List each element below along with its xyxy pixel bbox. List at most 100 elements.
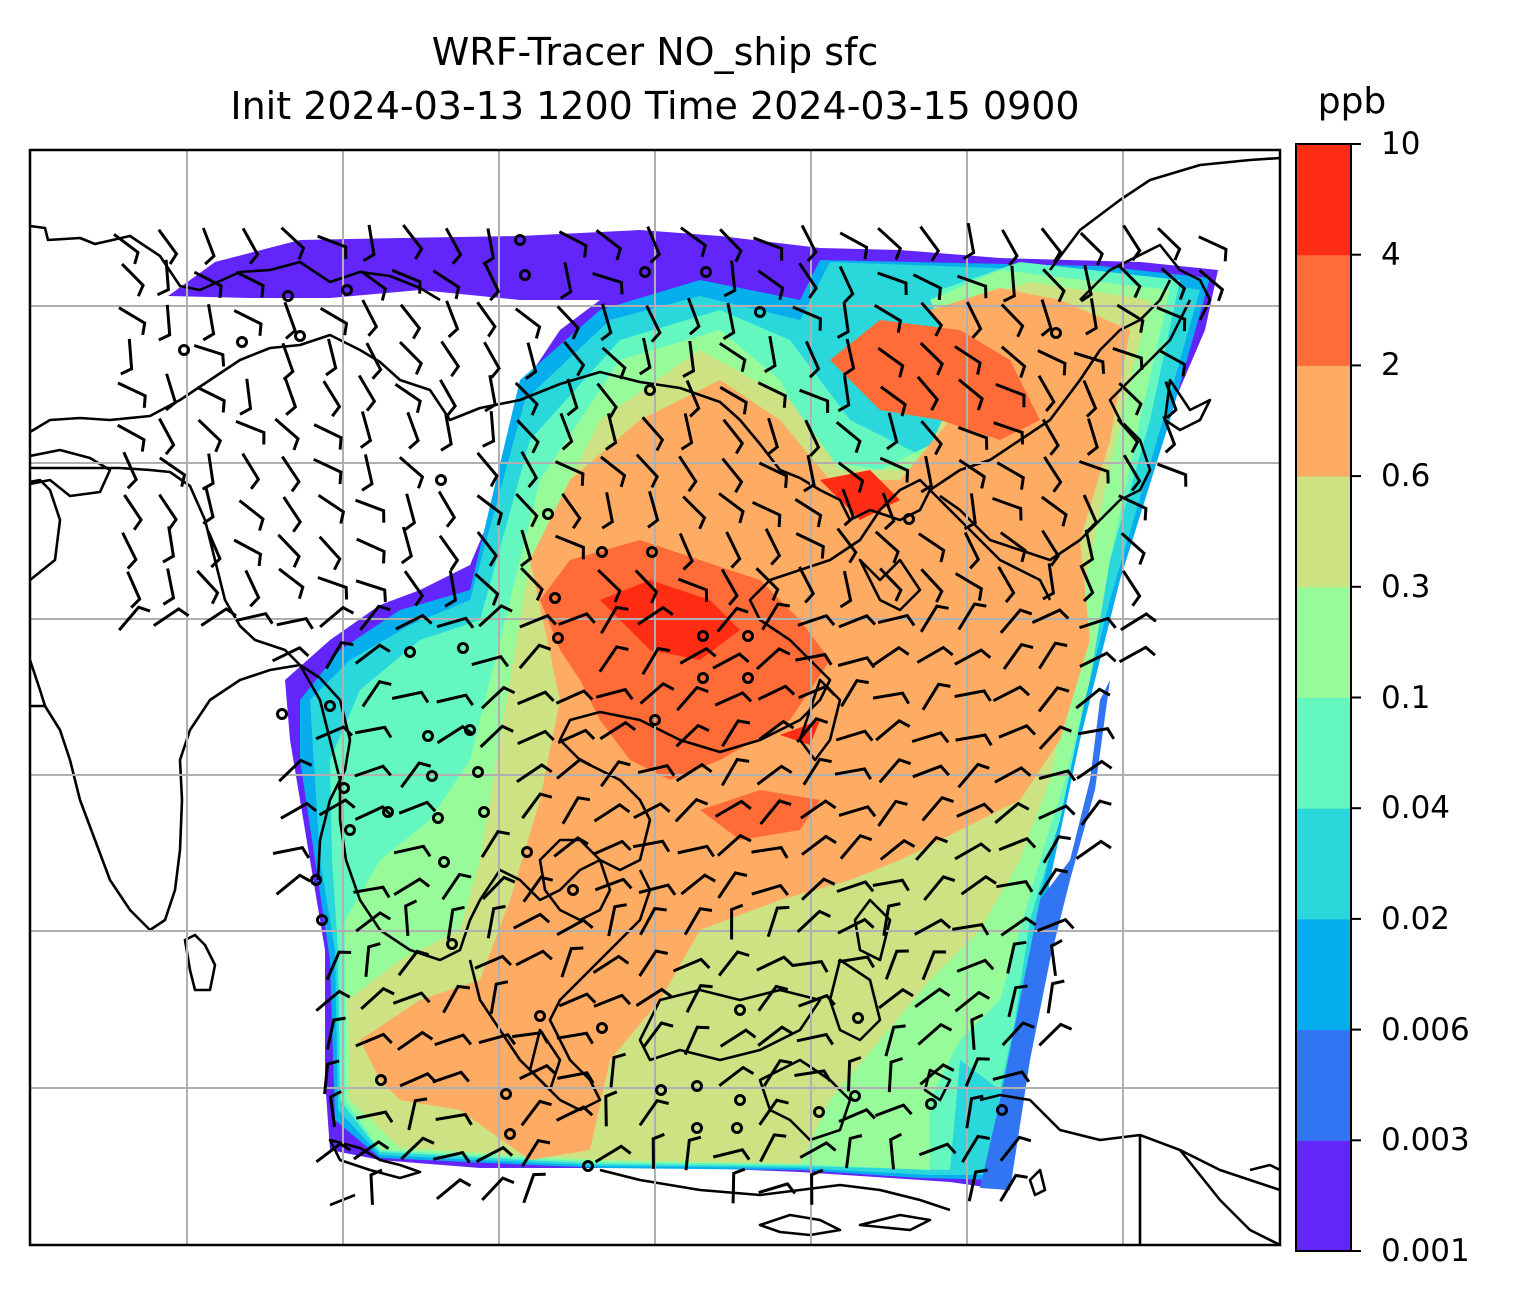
wind-barb	[954, 572, 984, 601]
wind-barb	[802, 757, 832, 786]
wind-barb	[1082, 380, 1098, 418]
wind-barb	[158, 417, 176, 456]
wind-barb	[594, 1144, 632, 1164]
wind-barb	[440, 414, 453, 452]
wind-barb	[964, 1057, 990, 1087]
wind-barb	[399, 303, 422, 340]
wind-barb	[1198, 235, 1228, 262]
calm-wind-circle	[446, 938, 458, 950]
wind-barb	[919, 225, 941, 262]
wind-barb	[682, 340, 696, 378]
wind-barb	[1038, 1022, 1073, 1047]
wind-barb	[718, 1065, 755, 1087]
wind-barb	[594, 877, 633, 892]
calm-wind-circle	[813, 1106, 825, 1118]
wind-barb	[479, 724, 514, 749]
wind-barb	[954, 842, 992, 861]
calm-wind-circle	[438, 856, 450, 868]
colorbar-tick-label: 10	[1381, 126, 1421, 162]
wind-barb	[720, 568, 739, 606]
wind-barb	[238, 499, 265, 532]
wind-barb	[515, 492, 539, 528]
wind-barb	[559, 412, 574, 451]
wind-barb	[518, 643, 552, 670]
wind-barb	[165, 373, 178, 412]
wind-barb	[516, 763, 553, 784]
wind-barb	[804, 419, 821, 458]
wind-barb	[997, 566, 1016, 604]
wind-barb	[1117, 264, 1142, 299]
wind-barb	[325, 641, 354, 670]
wind-barb	[837, 461, 865, 493]
wind-barb	[756, 955, 794, 972]
wind-barb	[677, 844, 715, 858]
wind-barb	[717, 950, 750, 977]
wind-barb	[716, 833, 752, 857]
wind-barb	[360, 986, 395, 1011]
wind-barb	[1002, 265, 1016, 303]
wind-barb	[1116, 418, 1140, 454]
wind-barb	[1164, 381, 1178, 419]
wind-barb	[1043, 456, 1063, 493]
wind-barb	[994, 801, 1030, 824]
wind-barb	[355, 579, 387, 603]
wind-barb	[235, 270, 265, 298]
wind-barb	[1038, 867, 1069, 896]
wind-barb	[558, 992, 597, 1008]
calm-wind-circle	[276, 708, 288, 720]
wind-barb	[444, 227, 463, 265]
wind-barb	[515, 949, 553, 967]
wind-barb	[561, 492, 582, 530]
wind-barb	[796, 909, 832, 933]
wind-barb	[354, 498, 386, 523]
wind-barb	[566, 378, 579, 417]
wind-barb	[757, 684, 796, 701]
wind-barb	[402, 224, 424, 260]
wind-barb	[444, 570, 458, 608]
wind-barb	[406, 411, 420, 450]
wind-barb	[280, 226, 306, 260]
wind-barb	[719, 386, 748, 415]
wind-barb	[921, 950, 947, 981]
wind-barb	[281, 455, 301, 493]
wind-barb	[954, 648, 992, 666]
wind-barb	[1001, 229, 1019, 267]
wind-barb	[556, 918, 594, 937]
wind-barb	[752, 236, 784, 261]
wind-barb	[967, 1168, 988, 1202]
wind-barb	[594, 839, 632, 855]
wind-barb	[675, 762, 713, 783]
wind-barb	[837, 955, 875, 969]
wind-barb	[730, 903, 744, 940]
colorbar-tick-label: 0.02	[1381, 900, 1451, 937]
wind-barb	[315, 989, 351, 1012]
wind-barb	[437, 490, 457, 528]
wind-barb	[595, 229, 623, 261]
wind-barb	[283, 378, 298, 416]
wind-barb	[522, 875, 554, 903]
wind-barb	[597, 569, 622, 603]
wind-barb	[759, 1133, 787, 1163]
wind-barb	[638, 337, 652, 376]
wind-barb	[474, 572, 500, 606]
wind-barb	[634, 569, 659, 604]
wind-barb	[999, 531, 1027, 563]
wind-barb	[1157, 348, 1187, 377]
wind-barb	[1162, 415, 1177, 454]
wind-barb	[476, 301, 497, 338]
wind-barb	[433, 1150, 471, 1164]
wind-barb	[478, 604, 513, 628]
wind-barb	[838, 805, 877, 818]
wind-barb	[400, 526, 414, 565]
wind-barb	[679, 646, 717, 665]
wind-barb	[557, 728, 596, 744]
wind-barb	[404, 899, 418, 937]
wind-barb	[642, 1021, 674, 1048]
wind-barb	[641, 416, 665, 452]
wind-barb	[998, 836, 1037, 852]
wind-barb	[555, 1105, 594, 1122]
wind-barb	[757, 269, 785, 301]
wind-barb	[471, 654, 510, 668]
wind-barb	[757, 984, 789, 1012]
